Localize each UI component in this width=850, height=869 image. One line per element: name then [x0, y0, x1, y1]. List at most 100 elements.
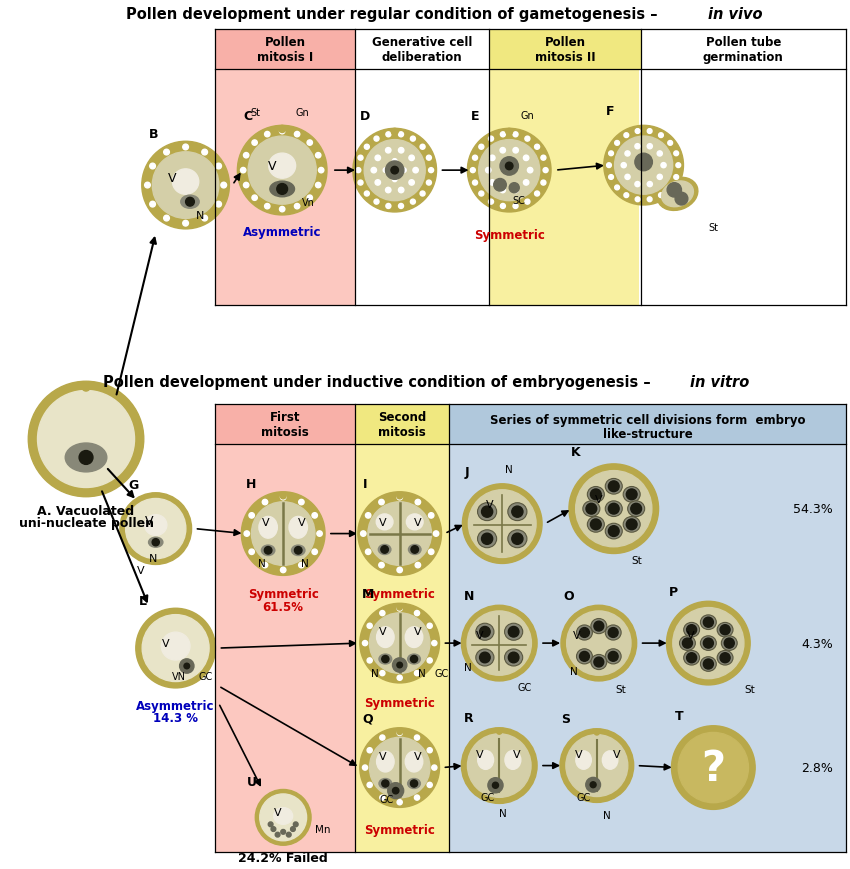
Ellipse shape [605, 479, 622, 494]
Circle shape [668, 142, 672, 146]
Ellipse shape [269, 182, 294, 197]
Circle shape [687, 625, 697, 635]
Text: St: St [632, 556, 642, 566]
Circle shape [397, 605, 402, 610]
Circle shape [150, 202, 156, 208]
Circle shape [393, 178, 397, 182]
Text: 14.3 %: 14.3 % [153, 712, 198, 725]
FancyBboxPatch shape [215, 405, 354, 444]
Circle shape [237, 126, 327, 216]
Circle shape [513, 133, 518, 137]
Circle shape [367, 658, 372, 663]
Ellipse shape [406, 514, 423, 530]
Circle shape [382, 780, 389, 787]
Circle shape [647, 144, 653, 149]
Circle shape [624, 194, 629, 198]
Circle shape [375, 156, 381, 162]
Text: Q: Q [363, 712, 373, 725]
Circle shape [470, 169, 475, 174]
Ellipse shape [583, 501, 600, 517]
Text: P: P [669, 585, 677, 598]
Circle shape [374, 200, 379, 205]
Circle shape [415, 671, 420, 676]
Circle shape [391, 167, 399, 175]
Text: V: V [298, 517, 306, 527]
Ellipse shape [269, 154, 296, 179]
Circle shape [524, 181, 529, 186]
Circle shape [397, 495, 402, 501]
Circle shape [541, 156, 546, 161]
Text: Symmetric: Symmetric [247, 587, 319, 600]
Circle shape [286, 833, 292, 837]
Ellipse shape [603, 751, 618, 769]
Circle shape [485, 169, 491, 174]
Circle shape [264, 547, 272, 554]
Ellipse shape [700, 615, 717, 630]
Circle shape [397, 662, 402, 668]
Ellipse shape [292, 546, 305, 556]
Ellipse shape [378, 545, 391, 554]
Text: St: St [250, 109, 260, 118]
Circle shape [591, 520, 601, 530]
Circle shape [513, 204, 518, 209]
Circle shape [609, 152, 614, 156]
Circle shape [28, 381, 144, 497]
Ellipse shape [683, 623, 700, 637]
Circle shape [179, 659, 194, 673]
FancyBboxPatch shape [450, 405, 846, 444]
Text: N: N [149, 554, 157, 564]
Text: V: V [162, 639, 169, 648]
Circle shape [201, 216, 207, 222]
Circle shape [275, 833, 280, 837]
Ellipse shape [657, 178, 698, 211]
Text: N: N [196, 210, 205, 221]
Circle shape [434, 531, 439, 537]
Circle shape [482, 507, 493, 518]
Ellipse shape [65, 443, 107, 473]
Circle shape [631, 504, 642, 514]
Circle shape [411, 200, 416, 205]
Circle shape [674, 176, 678, 180]
FancyBboxPatch shape [215, 30, 354, 70]
Text: Gn: Gn [520, 111, 534, 122]
Ellipse shape [605, 649, 621, 664]
Text: 2.8%: 2.8% [801, 761, 833, 774]
Circle shape [420, 145, 425, 150]
Circle shape [567, 611, 631, 675]
Text: G: G [129, 479, 139, 492]
Circle shape [543, 169, 548, 174]
Text: V: V [268, 160, 276, 172]
Circle shape [415, 563, 421, 568]
Circle shape [120, 494, 191, 565]
Ellipse shape [173, 169, 199, 195]
FancyBboxPatch shape [215, 30, 354, 305]
Text: V: V [414, 751, 422, 760]
Text: Symmetric: Symmetric [365, 697, 435, 709]
Text: GC: GC [199, 671, 212, 681]
Circle shape [488, 778, 503, 793]
Circle shape [294, 132, 300, 137]
Circle shape [319, 169, 324, 174]
Ellipse shape [181, 196, 199, 209]
Circle shape [432, 640, 437, 646]
Text: V: V [168, 171, 177, 184]
Circle shape [411, 137, 416, 142]
Text: St: St [708, 222, 718, 233]
Circle shape [561, 606, 637, 681]
Text: in vitro: in vitro [690, 375, 750, 389]
Ellipse shape [476, 649, 494, 667]
Circle shape [625, 152, 630, 157]
Text: GC: GC [480, 793, 495, 802]
Circle shape [569, 464, 659, 554]
Text: S: S [561, 713, 570, 726]
Circle shape [512, 507, 523, 518]
Circle shape [144, 183, 150, 189]
Circle shape [252, 141, 258, 146]
Circle shape [525, 200, 530, 205]
Circle shape [720, 625, 730, 635]
Circle shape [393, 159, 397, 164]
Text: N: N [499, 808, 507, 819]
Circle shape [386, 133, 391, 137]
Text: 61.5%: 61.5% [263, 600, 303, 613]
Ellipse shape [623, 487, 640, 502]
